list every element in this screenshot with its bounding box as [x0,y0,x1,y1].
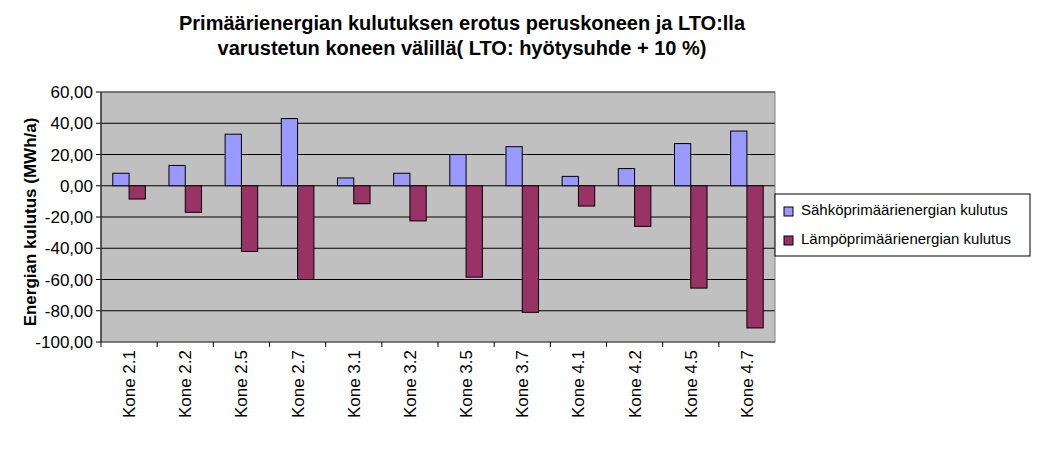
category-label: Kone 4.2 [626,350,645,418]
bar [747,186,763,328]
bar [394,173,410,186]
tick-label: -100,00 [35,333,93,352]
bar [354,186,370,204]
category-label: Kone 4.5 [682,350,701,418]
background [0,0,1041,457]
x-tick [213,342,214,347]
tick-label: -40,00 [45,239,93,258]
category-label: Kone 3.2 [401,350,420,418]
bar [635,186,651,227]
legend-swatch [784,207,793,216]
legend-box [775,194,1030,256]
legend-label: Lämpöprimäärienergian kulutus [801,230,1011,247]
category-label: Kone 3.1 [345,350,364,418]
bar [298,186,314,280]
bar [113,173,129,186]
legend-label: Sähköprimäärienergian kulutus [801,201,1008,218]
x-tick [438,342,439,347]
bar [618,169,634,186]
grid-line [101,185,775,186]
category-label: Kone 2.2 [176,350,195,418]
x-tick [550,342,551,347]
category-label: Kone 2.5 [232,350,251,418]
x-tick [157,342,158,347]
title: Primäärienergian kulutuksen erotus perus… [179,12,746,59]
x-tick [269,342,270,347]
bar [185,186,201,213]
bar [410,186,426,221]
bar [578,186,594,206]
tick-label: 40,00 [50,114,93,133]
legend: Sähköprimäärienergian kulutus Lämpöprimää… [775,194,1030,256]
bars [113,119,763,328]
legend-swatch [784,236,793,245]
bar [691,186,707,288]
bar [281,119,297,186]
tick-label: 20,00 [50,146,93,165]
x-tick [381,342,382,347]
category-label: Kone 4.1 [569,350,588,418]
plot-area [101,92,775,342]
grid-line [101,279,775,280]
category-label: Kone 3.5 [457,350,476,418]
y-axis-label: Energian kulutus (MWh/a) [21,118,40,327]
category-label: Kone 2.1 [120,350,139,418]
chart: Primäärienergian kulutuksen erotus perus… [0,0,1041,457]
tick-mark [96,310,101,311]
x-tick [606,342,607,347]
bar [169,165,185,185]
x-tick [718,342,719,347]
tick-label: -80,00 [45,302,93,321]
grid-line [101,310,775,311]
tick-mark [96,154,101,155]
tick-label: -20,00 [45,208,93,227]
category-label: Kone 4.7 [738,350,757,418]
tick-mark [96,92,101,93]
tick-mark [96,185,101,186]
x-tick [494,342,495,347]
tick-label: -60,00 [45,271,93,290]
tick-mark [96,217,101,218]
bar [337,178,353,186]
tick-mark [96,342,101,343]
bar [241,186,257,252]
tick-label: 60,00 [50,83,93,102]
bar [450,155,466,186]
bar [562,176,578,185]
grid-line [101,248,775,249]
bar [674,144,690,186]
tick-mark [96,248,101,249]
x-tick [662,342,663,347]
category-label: Kone 2.7 [289,350,308,418]
x-tick [325,342,326,347]
y-axis [101,92,102,342]
tick-mark [96,123,101,124]
grid-line [101,217,775,218]
bar [731,131,747,186]
category-label: Kone 3.7 [513,350,532,418]
bar [466,186,482,277]
bar [522,186,538,313]
bar [506,147,522,186]
grid-line [101,154,775,155]
tick-mark [96,279,101,280]
tick-label: 0,00 [60,177,93,196]
plot-border [101,92,775,342]
x-tick [101,342,102,347]
grid-line [101,123,775,124]
bar [225,134,241,186]
bar [129,186,145,199]
